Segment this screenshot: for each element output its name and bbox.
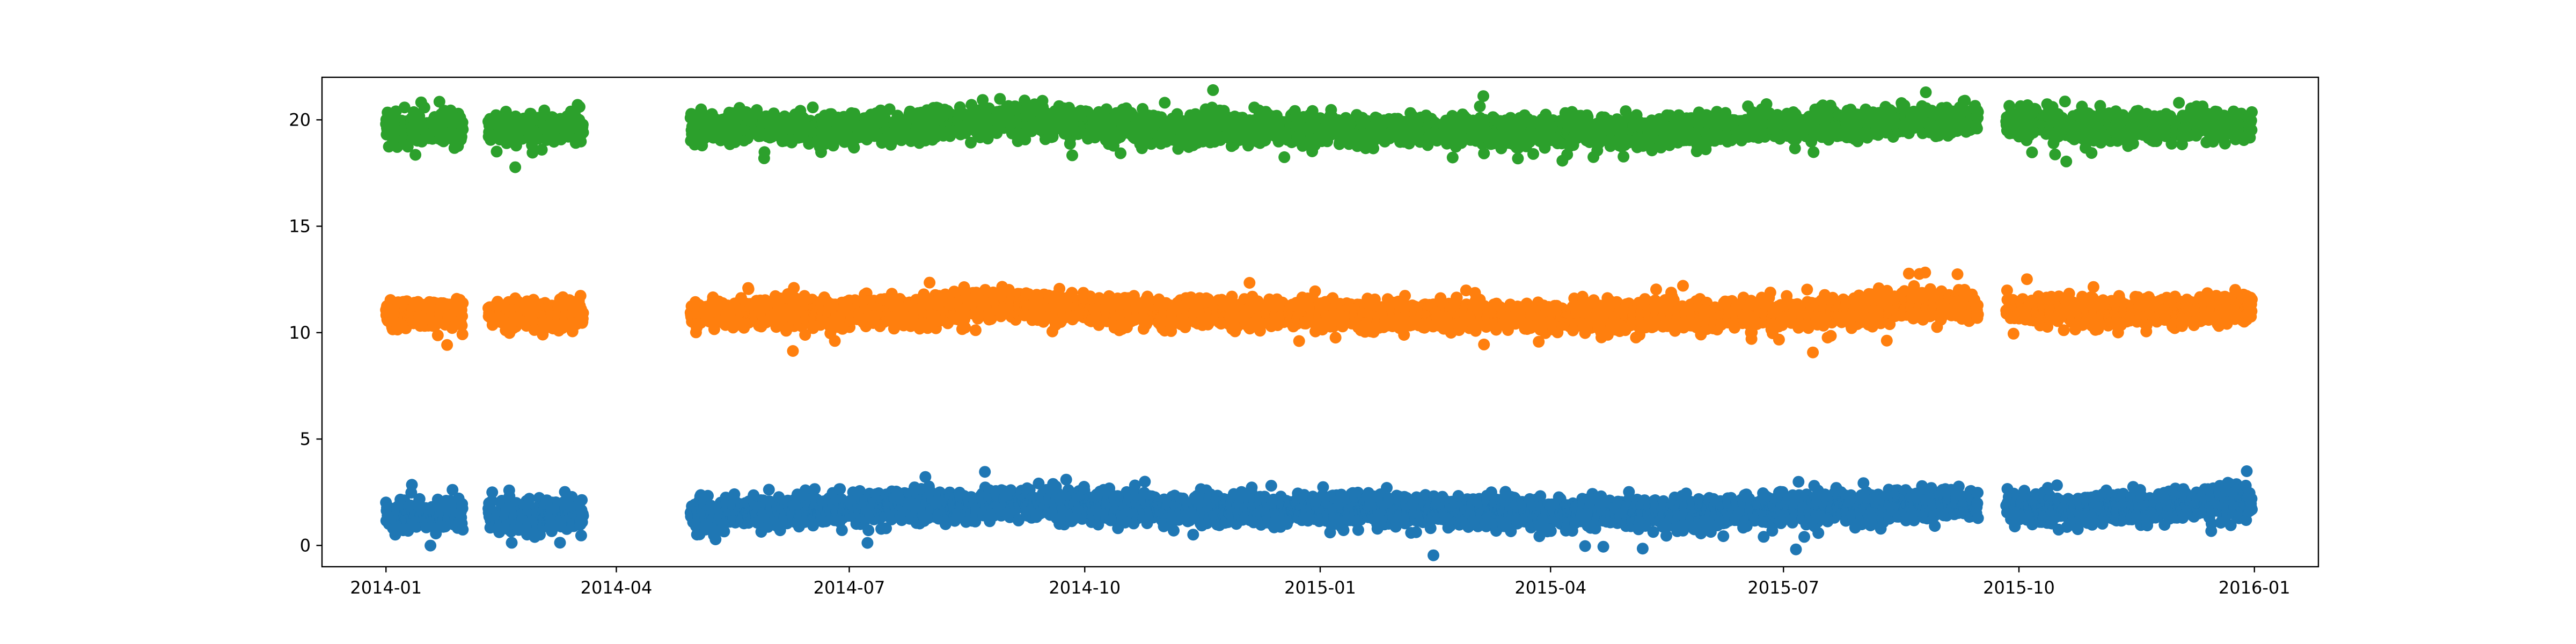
data-point: [718, 525, 730, 538]
data-point: [506, 537, 518, 549]
data-point: [979, 466, 991, 478]
data-point: [1792, 475, 1805, 488]
data-point: [836, 524, 848, 536]
data-point: [862, 524, 875, 537]
data-point: [1597, 540, 1609, 553]
data-point: [457, 523, 469, 536]
data-point: [1929, 520, 1941, 532]
data-point: [1972, 512, 1984, 524]
data-point: [1717, 530, 1730, 543]
data-point: [1337, 524, 1350, 536]
data-point: [1246, 481, 1258, 494]
data-point: [861, 537, 874, 549]
data-point: [709, 533, 722, 545]
data-point: [554, 537, 566, 549]
data-point: [456, 502, 469, 515]
data-point: [1971, 497, 1984, 509]
data-point: [1972, 487, 1984, 499]
data-point: [1579, 540, 1591, 552]
data-point: [1798, 531, 1810, 543]
data-point: [2051, 479, 2063, 492]
series-group: [380, 465, 2258, 561]
data-point: [486, 486, 499, 499]
data-point: [1660, 530, 1672, 542]
data-point: [425, 539, 437, 552]
data-point: [1381, 482, 1393, 494]
data-point: [575, 529, 587, 541]
data-point: [834, 483, 846, 495]
data-point: [1428, 549, 1439, 561]
data-point: [1790, 543, 1802, 555]
data-point: [702, 489, 714, 502]
data-point: [1636, 543, 1649, 555]
data-point: [447, 484, 459, 496]
data-point: [1265, 480, 1277, 492]
data-point: [1139, 475, 1151, 488]
data-point: [763, 484, 775, 496]
series-layer: [380, 84, 2258, 561]
data-point: [576, 494, 588, 506]
data-point: [523, 493, 536, 505]
data-point: [406, 479, 418, 491]
data-point: [577, 510, 589, 522]
data-point: [486, 495, 498, 507]
data-point: [728, 488, 741, 500]
data-point: [413, 493, 426, 505]
data-point: [1812, 527, 1825, 539]
data-point: [1410, 526, 1422, 538]
data-point: [1187, 529, 1199, 541]
data-point: [1060, 473, 1072, 486]
data-point: [1352, 524, 1364, 536]
data-point: [809, 483, 821, 495]
data-point: [1168, 524, 1180, 537]
